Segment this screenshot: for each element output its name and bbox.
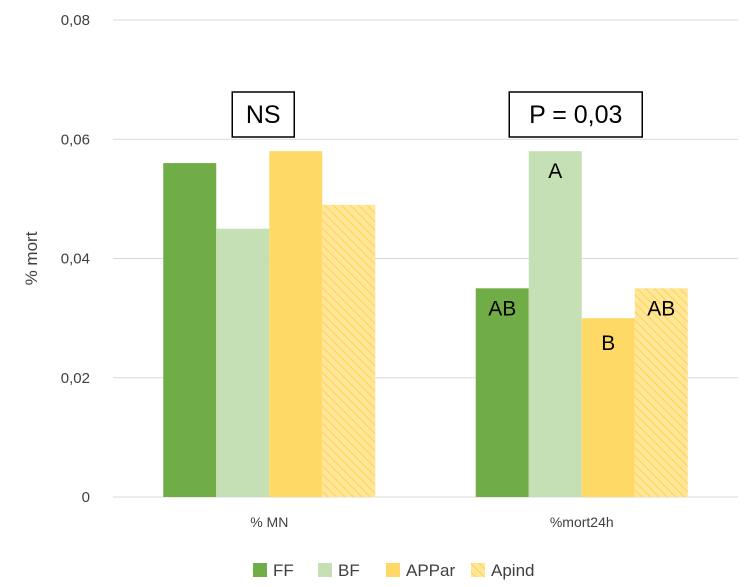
legend-label: APPar — [406, 561, 455, 580]
bar-bf-0 — [216, 228, 270, 497]
bar-ff-1 — [475, 288, 529, 497]
bar-apind-0 — [322, 204, 376, 497]
legend-label: FF — [273, 561, 294, 580]
y-tick-label: 0,02 — [61, 370, 90, 387]
legend-swatch-apind — [471, 563, 485, 577]
y-tick-label: 0,06 — [61, 131, 90, 148]
bar-letter-label: AB — [488, 297, 516, 320]
y-tick-label: 0,08 — [61, 12, 90, 29]
bar-appar-1 — [581, 318, 635, 497]
y-axis-ticks: 0 0,02 0,04 0,06 0,08 — [61, 12, 90, 506]
significance-annotations: NS P = 0,03 — [231, 91, 643, 138]
legend-label: Apind — [491, 561, 534, 580]
category-label: % MN — [250, 514, 288, 530]
bar-appar-0 — [269, 151, 323, 498]
bar-apind-1 — [634, 288, 688, 497]
annotation-text: NS — [246, 101, 281, 129]
category-label: %mort24h — [550, 514, 614, 530]
legend-swatch-appar — [386, 563, 400, 577]
legend-label: BF — [338, 561, 360, 580]
bar-bf-1 — [528, 151, 582, 498]
bar-letter-label: AB — [647, 297, 675, 320]
annotation-box: P = 0,03 — [508, 91, 643, 138]
legend-swatch-bf — [318, 563, 332, 577]
annotation-border — [231, 91, 295, 138]
annotation-border — [508, 91, 643, 138]
x-axis-categories: % MN %mort24h — [250, 514, 613, 530]
y-tick-label: 0 — [82, 489, 90, 506]
annotation-box: NS — [231, 91, 295, 138]
y-axis-label: % mort — [22, 231, 41, 285]
bar-letter-label: B — [601, 332, 615, 355]
y-tick-label: 0,04 — [61, 251, 90, 268]
bar-ff-0 — [163, 163, 217, 497]
bar-letter-label: A — [548, 160, 562, 183]
bars — [163, 151, 688, 498]
legend: FF BF APPar Apind — [253, 561, 534, 580]
annotation-text: P = 0,03 — [529, 101, 622, 129]
legend-swatch-ff — [253, 563, 267, 577]
